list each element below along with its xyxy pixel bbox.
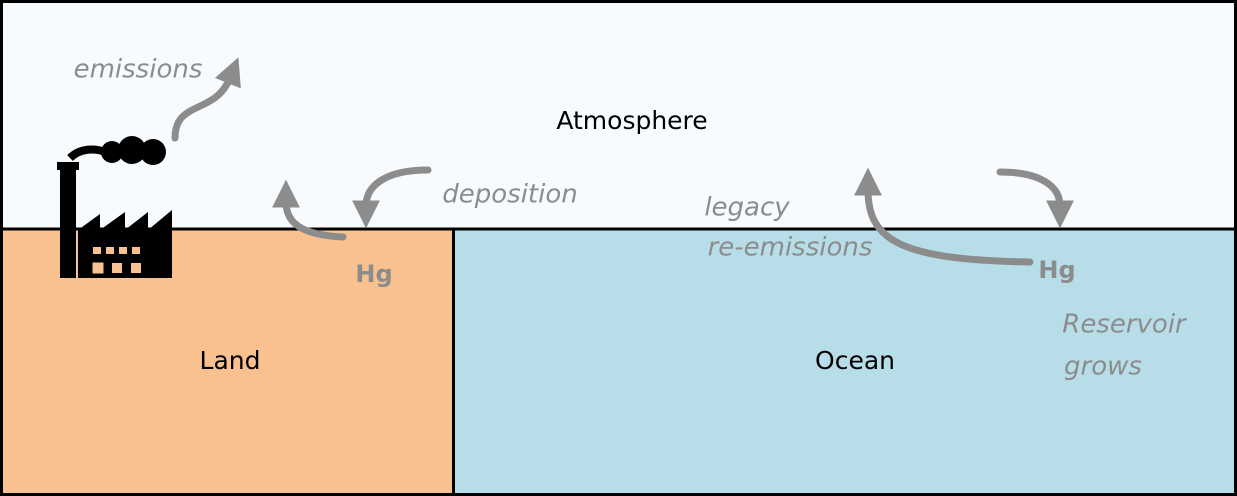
ocean-label: Ocean xyxy=(815,346,895,375)
land-hg: Hg xyxy=(355,260,392,288)
reservoir-note: Reservoir xyxy=(1062,310,1188,340)
atmosphere-box xyxy=(1,1,1236,231)
re-emission-arrow xyxy=(272,179,347,241)
ocean-hg: Hg xyxy=(1038,256,1075,284)
emissions-label: emissions xyxy=(74,55,203,85)
land-box xyxy=(1,229,454,495)
legacy-label: re-emissions xyxy=(708,233,873,263)
factory-icon xyxy=(57,136,172,278)
reservoir-note: grows xyxy=(1064,352,1142,382)
deposition-label: deposition xyxy=(442,180,577,210)
legacy-label: legacy xyxy=(704,193,790,223)
deposition-arrow xyxy=(352,166,432,229)
emissions-arrow xyxy=(171,57,241,142)
atmosphere-label: Atmosphere xyxy=(556,106,707,135)
ocean-deposition-arrow xyxy=(996,168,1074,229)
land-label: Land xyxy=(200,346,261,375)
legacy-arrow xyxy=(854,167,1034,266)
ocean-box xyxy=(453,229,1236,495)
